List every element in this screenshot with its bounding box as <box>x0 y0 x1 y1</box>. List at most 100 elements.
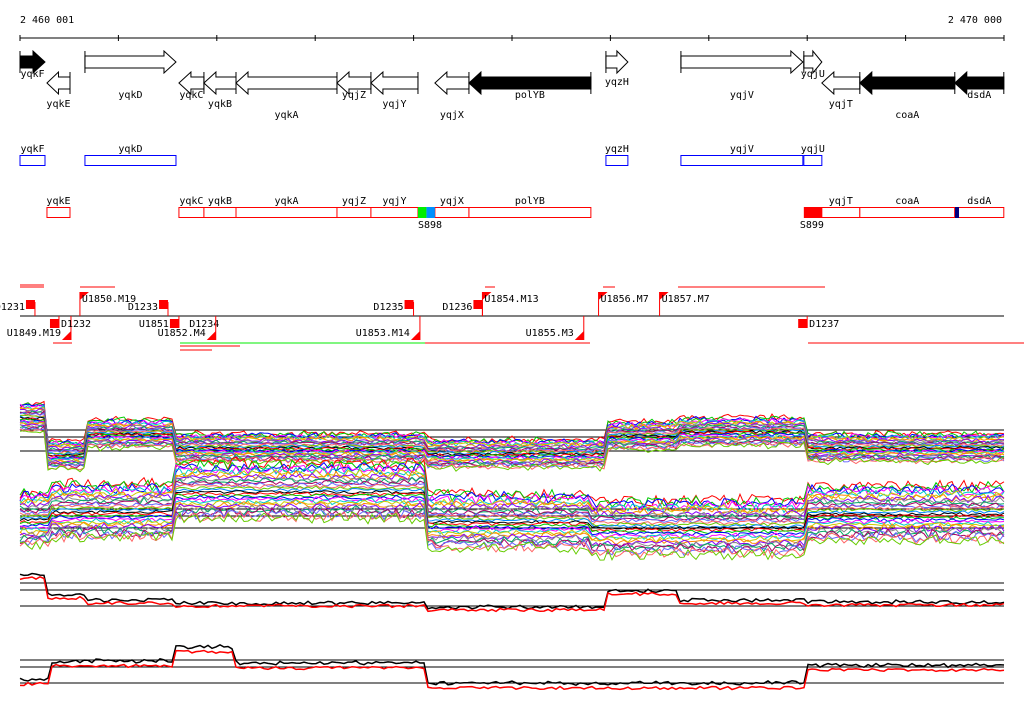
reverse-transcript-box <box>434 207 470 218</box>
gene-yqzH[interactable]: yqzH <box>605 49 629 88</box>
gene-track: yqkF yqkE yqkD yqkC yqkB yqkA yqjZ yqjY yqjX polY… <box>19 49 1005 121</box>
marker-label: S898 <box>418 220 442 231</box>
gene-label: yqjY <box>382 99 406 110</box>
gene-yqjU[interactable]: yqjU <box>801 49 825 80</box>
gene-yqkD[interactable]: yqkD <box>84 49 177 101</box>
gene-yqjZ[interactable]: yqjZ <box>336 70 372 101</box>
transcript-label: yqjZ <box>342 196 366 207</box>
d-block-icon <box>169 319 179 328</box>
marker-block <box>955 207 959 218</box>
feature-label: U1853.M14 <box>356 328 410 339</box>
transcript-label: yqjU <box>801 144 825 155</box>
reverse-arrow-icon <box>859 70 956 96</box>
transcript-label: yqkC <box>179 196 203 207</box>
profile-line <box>19 461 1005 510</box>
feature-U1853.M14[interactable]: U1853.M14 <box>356 316 421 340</box>
feature-U1849.M19[interactable]: U1849.M19 <box>7 316 72 340</box>
profile-line <box>19 502 1005 548</box>
profile-line <box>19 424 1005 469</box>
feature-U1857.M7[interactable]: U1857.M7 <box>659 292 710 316</box>
profile-line <box>19 419 1005 460</box>
profile-line <box>19 643 1005 687</box>
reverse-transcript-box <box>468 207 592 218</box>
profile-line <box>19 511 1005 562</box>
feature-D1231[interactable]: D1231 <box>0 300 36 316</box>
gene-dsdA[interactable]: dsdA <box>954 70 1005 101</box>
flag-icon <box>79 292 89 300</box>
feature-label: D1236 <box>442 302 472 313</box>
feature-D1233[interactable]: D1233 <box>128 300 169 316</box>
transcript-label: yqjY <box>382 196 406 207</box>
feature-label: U1856.M7 <box>601 294 649 305</box>
profile-line <box>19 470 1005 516</box>
gene-yqjY[interactable]: yqjY <box>370 70 419 110</box>
d-block-icon <box>404 300 414 309</box>
d-block-icon <box>159 300 169 309</box>
gene-yqkE[interactable]: yqkE <box>46 70 71 110</box>
profile-line <box>19 403 1005 447</box>
feature-label: D1237 <box>809 319 839 330</box>
gene-yqkB[interactable]: yqkB <box>203 70 237 110</box>
feature-U1856.M7[interactable]: U1856.M7 <box>598 292 649 316</box>
reverse-arrow-icon <box>954 70 1005 96</box>
reverse-transcript-box <box>178 207 205 218</box>
flag-icon <box>482 292 492 300</box>
flag-icon <box>61 331 71 340</box>
forward-arrow-icon <box>803 49 823 75</box>
feature-label: D1232 <box>61 319 91 330</box>
feature-U1850.M19[interactable]: U1850.M19 <box>79 292 136 316</box>
gene-label: yqjX <box>440 110 464 121</box>
transcript-label: yqjV <box>730 144 754 155</box>
feature-label: D1235 <box>373 302 403 313</box>
gene-yqkA[interactable]: yqkA <box>235 70 338 121</box>
feature-D1232[interactable]: D1232 <box>49 316 91 330</box>
reverse-arrow-icon <box>203 70 237 96</box>
feature-label: U1850.M19 <box>82 294 136 305</box>
transcript-label: yqjT <box>829 196 853 207</box>
profile-line <box>19 572 1005 610</box>
reverse-transcript-box <box>370 207 419 218</box>
profile-line <box>19 575 1005 613</box>
feature-D1235[interactable]: D1235 <box>373 300 415 316</box>
reverse-transcript-box <box>954 207 1005 218</box>
gene-polYB[interactable]: polYB <box>468 70 592 101</box>
reverse-transcript-box <box>859 207 956 218</box>
feature-U1851[interactable]: U1851 <box>139 316 180 330</box>
gene-label: dsdA <box>967 90 991 101</box>
profile-line <box>19 465 1005 514</box>
gene-label: yqjT <box>829 99 853 110</box>
profile-line <box>19 508 1005 557</box>
gene-label: yqjV <box>730 90 754 101</box>
profile-line <box>19 490 1005 530</box>
profile-line <box>19 497 1005 542</box>
reverse-arrow-icon <box>336 70 372 96</box>
gene-yqkF[interactable]: yqkF <box>19 49 46 80</box>
flag-icon <box>206 331 216 340</box>
reverse-transcript-box <box>235 207 338 218</box>
gene-label: yqkA <box>274 110 298 121</box>
reverse-arrow-icon <box>235 70 338 96</box>
forward-transcript-box <box>19 155 46 166</box>
profile-line <box>19 475 1005 520</box>
gene-yqjT[interactable]: yqjT <box>821 70 861 110</box>
feature-D1234[interactable]: D1234 <box>189 319 219 330</box>
feature-label: U1857.M7 <box>662 294 710 305</box>
transcript-label: coaA <box>895 196 919 207</box>
feature-U1854.M13[interactable]: U1854.M13 <box>481 292 539 316</box>
gene-yqkC[interactable]: yqkC <box>178 70 205 101</box>
marker-block <box>803 207 822 218</box>
reverse-transcript-track: yqkE yqkC yqkB yqkA yqjZ yqjY yqjX polYB yqjT coa… <box>46 196 1005 231</box>
profile-panel-2 <box>19 456 1005 562</box>
gene-coaA[interactable]: coaA <box>859 70 956 121</box>
feature-U1852.M4[interactable]: U1852.M4 <box>158 316 217 340</box>
forward-transcript-track: yqkF yqkD yqzH yqjV yqjU <box>19 144 825 166</box>
feature-D1236[interactable]: D1236 <box>442 300 483 316</box>
forward-arrow-icon <box>680 49 804 75</box>
feature-U1855.M3[interactable]: U1855.M3 <box>526 316 585 340</box>
gene-yqjV[interactable]: yqjV <box>680 49 804 101</box>
transcript-label: yqkF <box>20 144 44 155</box>
gene-label: yqjZ <box>342 90 366 101</box>
gene-yqjX[interactable]: yqjX <box>434 70 470 121</box>
d-block-icon <box>25 300 35 309</box>
feature-D1237[interactable]: D1237 <box>798 316 839 330</box>
